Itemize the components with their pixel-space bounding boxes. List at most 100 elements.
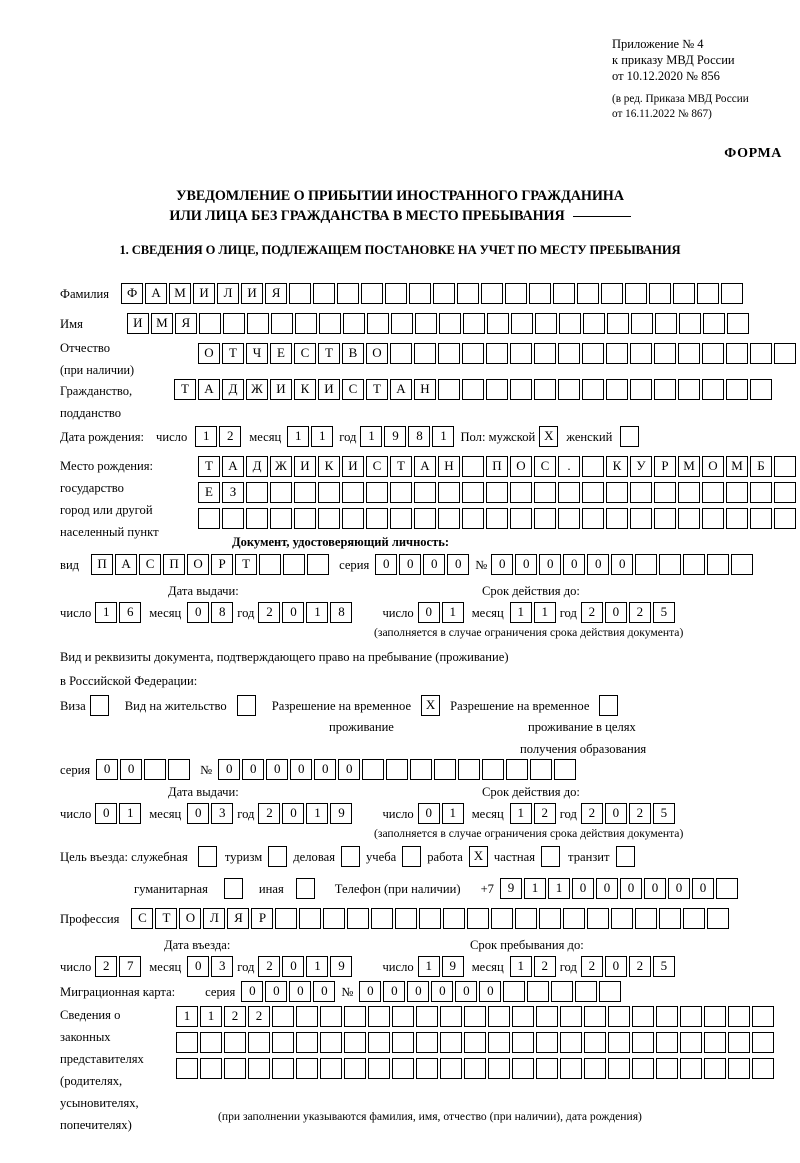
- char-cell[interactable]: [342, 508, 364, 529]
- visa-checkbox[interactable]: [89, 695, 109, 716]
- char-cell[interactable]: 0: [96, 759, 119, 780]
- char-cell[interactable]: [536, 1032, 558, 1053]
- char-cell[interactable]: Ч: [246, 343, 268, 364]
- char-cell[interactable]: 9: [441, 956, 464, 977]
- char-cell[interactable]: 0: [242, 759, 265, 780]
- char-cell[interactable]: [368, 1006, 390, 1027]
- char-cell[interactable]: [224, 1032, 246, 1053]
- char-cell[interactable]: [635, 908, 658, 929]
- char-cell[interactable]: А: [390, 379, 412, 400]
- char-cell[interactable]: [462, 313, 485, 334]
- char-cell[interactable]: [510, 482, 532, 503]
- char-cell[interactable]: [715, 878, 738, 899]
- char-cell[interactable]: [678, 508, 700, 529]
- char-cell[interactable]: 1: [287, 426, 310, 447]
- char-cell[interactable]: [752, 1058, 774, 1079]
- char-cell[interactable]: [390, 508, 412, 529]
- char-cell[interactable]: [246, 313, 269, 334]
- char-cell[interactable]: [673, 283, 696, 304]
- char-cell[interactable]: 0: [611, 554, 634, 575]
- char-cell[interactable]: [438, 508, 460, 529]
- char-cell[interactable]: [659, 554, 682, 575]
- char-cell[interactable]: 1: [533, 602, 556, 623]
- char-cell[interactable]: [438, 379, 460, 400]
- char-cell[interactable]: 0: [359, 981, 382, 1002]
- char-cell[interactable]: [438, 343, 460, 364]
- char-cell[interactable]: [510, 379, 532, 400]
- char-cell[interactable]: [630, 343, 652, 364]
- char-cell[interactable]: 0: [539, 554, 562, 575]
- char-cell[interactable]: [416, 1006, 438, 1027]
- char-cell[interactable]: 2: [248, 1006, 270, 1027]
- char-cell[interactable]: [198, 313, 221, 334]
- char-cell[interactable]: 1: [306, 956, 329, 977]
- char-cell[interactable]: [601, 283, 624, 304]
- char-cell[interactable]: 0: [563, 554, 586, 575]
- char-cell[interactable]: [318, 482, 340, 503]
- char-cell[interactable]: [457, 283, 480, 304]
- char-cell[interactable]: [606, 343, 628, 364]
- char-cell[interactable]: [704, 1032, 726, 1053]
- char-cell[interactable]: 0: [187, 602, 210, 623]
- char-cell[interactable]: О: [179, 908, 202, 929]
- char-cell[interactable]: 0: [120, 759, 143, 780]
- char-cell[interactable]: [750, 379, 772, 400]
- char-cell[interactable]: [248, 1058, 270, 1079]
- char-cell[interactable]: 2: [258, 956, 281, 977]
- char-cell[interactable]: [462, 379, 484, 400]
- char-cell[interactable]: [371, 908, 394, 929]
- char-cell[interactable]: 1: [306, 602, 329, 623]
- char-cell[interactable]: 0: [447, 554, 470, 575]
- char-cell[interactable]: Н: [438, 456, 460, 477]
- purpose-other-checkbox[interactable]: [295, 878, 315, 899]
- char-cell[interactable]: 0: [282, 956, 305, 977]
- char-cell[interactable]: [176, 1058, 198, 1079]
- char-cell[interactable]: 8: [330, 602, 353, 623]
- char-cell[interactable]: [200, 1032, 222, 1053]
- char-cell[interactable]: Я: [265, 283, 288, 304]
- char-cell[interactable]: 0: [417, 803, 440, 824]
- char-cell[interactable]: И: [126, 313, 149, 334]
- char-cell[interactable]: [390, 343, 412, 364]
- char-cell[interactable]: [678, 482, 700, 503]
- char-cell[interactable]: А: [145, 283, 168, 304]
- char-cell[interactable]: [505, 283, 528, 304]
- char-cell[interactable]: 1: [547, 878, 570, 899]
- char-cell[interactable]: 0: [187, 956, 210, 977]
- char-cell[interactable]: 1: [509, 602, 532, 623]
- char-cell[interactable]: [512, 1006, 534, 1027]
- char-cell[interactable]: [272, 1032, 294, 1053]
- char-cell[interactable]: [731, 554, 754, 575]
- char-cell[interactable]: [656, 1058, 678, 1079]
- char-cell[interactable]: С: [366, 456, 388, 477]
- char-cell[interactable]: [198, 508, 220, 529]
- char-cell[interactable]: [560, 1006, 582, 1027]
- char-cell[interactable]: [392, 1058, 414, 1079]
- char-cell[interactable]: [560, 1032, 582, 1053]
- char-cell[interactable]: 2: [580, 956, 603, 977]
- char-cell[interactable]: [774, 508, 796, 529]
- char-cell[interactable]: [558, 379, 580, 400]
- char-cell[interactable]: Е: [198, 482, 220, 503]
- char-cell[interactable]: А: [198, 379, 220, 400]
- char-cell[interactable]: К: [294, 379, 316, 400]
- char-cell[interactable]: [774, 482, 796, 503]
- char-cell[interactable]: [440, 1006, 462, 1027]
- char-cell[interactable]: [222, 313, 245, 334]
- char-cell[interactable]: [323, 908, 346, 929]
- residence-permit-checkbox[interactable]: [236, 695, 256, 716]
- char-cell[interactable]: 0: [290, 759, 313, 780]
- char-cell[interactable]: 0: [667, 878, 690, 899]
- char-cell[interactable]: Р: [211, 554, 234, 575]
- char-cell[interactable]: [656, 1006, 678, 1027]
